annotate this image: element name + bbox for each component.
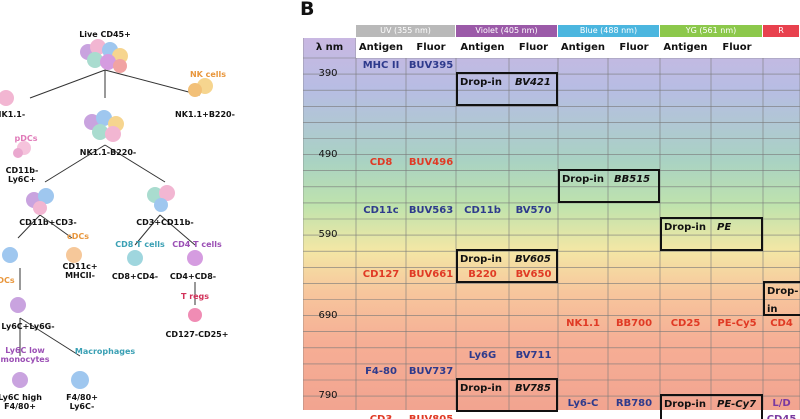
wavelength-label: 690 — [318, 309, 338, 321]
drop-in-fluor: BV605 — [515, 254, 551, 266]
gating-node-label: CD11c+ MHCII- — [62, 262, 98, 281]
laser-header: R — [763, 25, 799, 37]
fluorochrome-panel: B UV (355 nm) Violet (405 nm) Blue (488 nm… — [300, 0, 800, 419]
drop-in-box — [456, 378, 558, 413]
table-cell: L/D — [772, 398, 791, 410]
table-cell: BB700 — [615, 317, 653, 329]
table-cell: BUV805 — [406, 411, 456, 419]
drop-in-label: Drop-in — [664, 399, 706, 411]
table-cell: CD45 — [763, 411, 800, 419]
gating-node-label: CD11b- Ly6C+ — [5, 166, 39, 185]
gating-node-label: CD3+CD11b- — [136, 218, 194, 227]
table-cell: CD11b — [464, 204, 501, 216]
drop-in-fluor: PE-Cy7 — [717, 399, 757, 411]
drop-in-box — [660, 217, 763, 252]
wavelength-label: 490 — [318, 148, 338, 160]
table-cell: RB780 — [615, 398, 653, 410]
gating-tree-lines — [0, 39, 213, 389]
gating-node-label: T regs — [180, 292, 210, 301]
drop-in-label: Drop-in — [460, 254, 502, 266]
drop-in-box — [456, 72, 558, 107]
table-cell: NK1.1 — [566, 317, 600, 329]
column-header: Antigen — [460, 42, 505, 53]
table-cell: BV711 — [515, 349, 552, 361]
gating-node-label: cDCs — [66, 232, 90, 241]
table-cell: CD11c — [363, 204, 399, 216]
column-header: Fluor — [518, 42, 549, 53]
drop-in-fluor: PE — [717, 222, 732, 233]
column-header: Fluor — [619, 42, 649, 53]
lambda-header: λ nm — [315, 42, 344, 53]
table-cell: MHC II — [362, 60, 400, 71]
drop-in-label: Drop-in — [460, 383, 502, 394]
table-cell: Ly6-C — [567, 398, 599, 410]
gating-node-label: NK1.1-B220- — [79, 148, 137, 157]
gating-node-label: NK cells — [189, 70, 227, 79]
table-cell: B220 — [468, 269, 497, 281]
drop-in-fluor: BB515 — [614, 173, 651, 185]
gating-node-label: CD8+CD4- — [111, 272, 159, 281]
column-header: Antigen — [663, 42, 708, 53]
table-cell: BV570 — [515, 204, 552, 216]
column-header: Antigen — [358, 42, 404, 53]
gating-node-label: CD11b+CD3- — [19, 218, 77, 227]
gating-node-label: Live CD45+ — [79, 30, 131, 39]
gating-node-label: NK1.1- — [0, 110, 26, 119]
table-cell: CD127 — [362, 269, 400, 281]
laser-header: YG (561 nm) — [660, 25, 762, 37]
drop-in-box — [660, 394, 763, 419]
gating-node-label: CD4+CD8- — [169, 272, 217, 281]
gating-node-label: NK1.1+B220- — [175, 110, 235, 119]
wavelength-label: 590 — [318, 229, 338, 241]
table-cell: BUV496 — [408, 156, 454, 168]
gating-node-label: CD4 T cells — [172, 240, 222, 249]
table-cell: F4-80 — [365, 365, 397, 377]
laser-header: Violet (405 nm) — [456, 25, 557, 37]
panel-letter: B — [300, 0, 315, 20]
table-cell: CD25 — [670, 317, 701, 329]
drop-in-label: Drop-in — [767, 286, 799, 316]
table-header-bg — [356, 38, 800, 58]
table-cell: BUV563 — [408, 204, 454, 216]
drop-in-label: Drop-in — [562, 173, 604, 185]
column-header: Fluor — [722, 42, 752, 53]
gating-node-label: F4/80+ Ly6C- — [66, 393, 98, 412]
laser-header: UV (355 nm) — [356, 25, 455, 37]
fluorochrome-table — [303, 38, 800, 410]
table-cell: Ly6G — [468, 349, 497, 361]
table-cell: BUV661 — [408, 269, 454, 281]
table-cell: PE-Cy5 — [717, 317, 757, 329]
gating-node-label: Ly6C high F4/80+ — [0, 393, 42, 412]
wavelength-label: 790 — [318, 390, 338, 402]
table-cell: CD3 — [356, 411, 406, 419]
gating-node-label: DCs — [0, 276, 15, 285]
column-header: Antigen — [560, 42, 606, 53]
wavelength-label: 390 — [318, 68, 338, 80]
laser-header: Blue (488 nm) — [558, 25, 659, 37]
drop-in-box — [456, 249, 558, 284]
table-cell: BV650 — [515, 269, 552, 281]
table-cell: CD4 — [770, 317, 793, 329]
drop-in-fluor: BV785 — [515, 383, 551, 394]
column-header: Fluor — [416, 42, 446, 53]
drop-in-fluor: BV421 — [515, 77, 551, 89]
gating-node-label: Macrophages — [74, 347, 136, 356]
gating-node-label: Ly6C+Ly6G- — [1, 322, 55, 331]
gating-node-label: Ly6C low monocytes — [0, 346, 50, 365]
drop-in-box — [558, 168, 660, 203]
drop-in-label: Drop-in — [664, 222, 706, 233]
drop-in-label: Drop-in — [460, 77, 502, 89]
table-cell: BUV737 — [408, 365, 454, 377]
gating-node-label: CD8 T cells — [115, 240, 165, 249]
table-cell: CD8 — [369, 156, 393, 168]
table-cell: BUV395 — [408, 60, 454, 71]
gating-tree-panel: Live CD45+ NK cells NK1.1+B220- NK1.1- pDCs C… — [0, 0, 300, 419]
gating-node-label: pDCs — [14, 134, 38, 143]
gating-node-label: CD127-CD25+ — [165, 330, 229, 339]
drop-in-box — [763, 281, 800, 316]
